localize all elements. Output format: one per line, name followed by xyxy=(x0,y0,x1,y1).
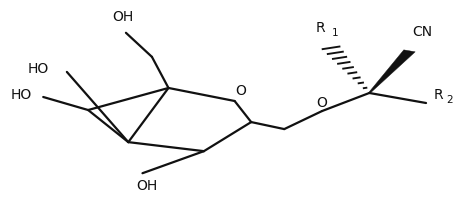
Text: O: O xyxy=(317,96,328,110)
Text: 1: 1 xyxy=(331,28,338,38)
Polygon shape xyxy=(368,50,415,93)
Text: OH: OH xyxy=(112,10,133,24)
Text: R: R xyxy=(315,21,325,35)
Text: CN: CN xyxy=(413,25,433,39)
Text: O: O xyxy=(235,84,246,98)
Text: R: R xyxy=(434,88,443,102)
Text: HO: HO xyxy=(28,62,49,76)
Text: HO: HO xyxy=(10,88,32,102)
Text: 2: 2 xyxy=(446,95,453,105)
Text: OH: OH xyxy=(137,179,158,193)
